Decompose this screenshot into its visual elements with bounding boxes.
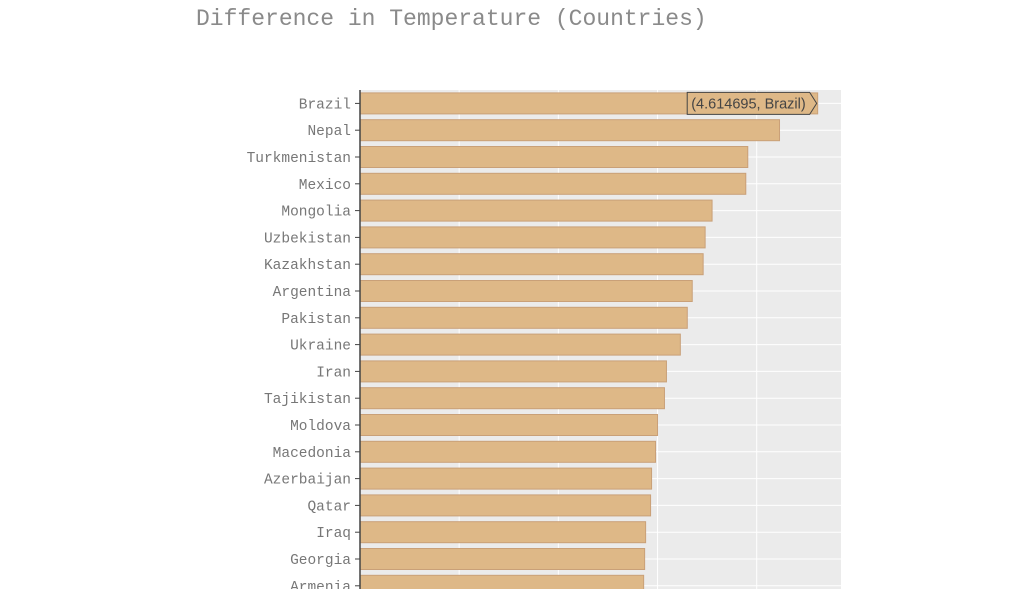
bar	[359, 440, 657, 463]
bar	[359, 280, 693, 302]
bar	[359, 467, 653, 490]
bar	[359, 414, 659, 436]
y-tick-label: Macedonia	[273, 446, 352, 462]
y-tick-label: Azerbaijan	[264, 473, 351, 489]
hover-tooltip: (4.614695, Brazil)	[686, 91, 818, 115]
y-tick-label: Qatar	[307, 499, 351, 515]
bar	[359, 548, 646, 570]
y-tick-label: Pakistan	[281, 312, 351, 328]
y-tick-label: Tajikistan	[264, 392, 351, 408]
y-tick-label: Georgia	[290, 553, 351, 569]
bar	[359, 574, 645, 589]
tooltip-box	[686, 91, 818, 115]
chart-title: Difference in Temperature (Countries)	[196, 6, 707, 32]
y-tick-label: Mexico	[299, 178, 351, 194]
y-tick-label: Kazakhstan	[264, 258, 351, 274]
y-tick-label: Moldova	[290, 419, 351, 435]
y-tick-label: Argentina	[273, 285, 352, 301]
y-tick-label: Uzbekistan	[264, 231, 351, 247]
bar	[359, 333, 681, 356]
y-tick-label: Brazil	[299, 97, 351, 113]
bar	[359, 199, 713, 222]
y-tick-label: Mongolia	[281, 205, 351, 221]
bar	[359, 146, 749, 168]
y-tick-label: Turkmenistan	[247, 151, 351, 167]
bar	[359, 306, 688, 329]
y-tick-label: Iran	[316, 365, 351, 381]
y-tick-label: Iraq	[316, 526, 351, 542]
bar	[359, 119, 781, 142]
bar	[359, 360, 667, 383]
bar	[359, 253, 704, 276]
bar	[359, 521, 647, 544]
bar	[359, 387, 665, 410]
y-tick-label: Nepal	[307, 124, 351, 140]
bar	[359, 226, 706, 249]
y-tick-label: Ukraine	[290, 339, 351, 355]
bar	[359, 494, 652, 517]
tooltip-label: (4.614695, Brazil)	[691, 96, 805, 112]
y-tick-label: Armenia	[290, 580, 351, 589]
bar	[359, 172, 747, 195]
